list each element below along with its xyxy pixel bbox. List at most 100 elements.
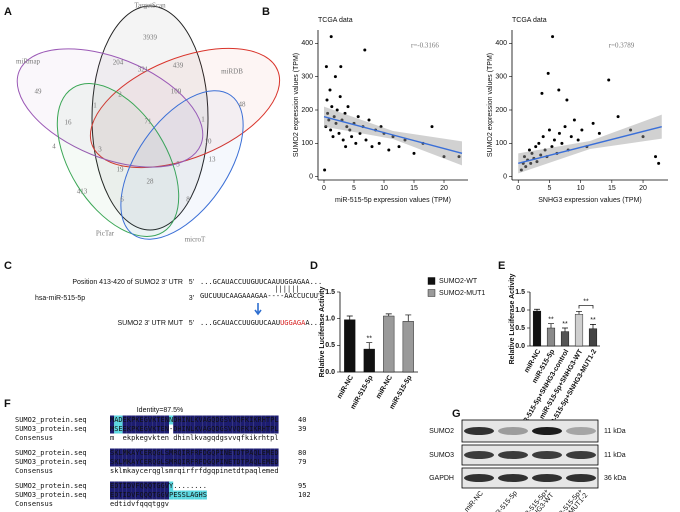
residue-shade	[147, 490, 153, 500]
residue-shade	[131, 490, 136, 500]
set-label: PicTar	[96, 230, 115, 238]
confidence-band	[324, 106, 462, 166]
region-count: 3	[98, 146, 102, 154]
residue-shade	[114, 448, 119, 458]
point	[412, 151, 416, 155]
point	[442, 155, 446, 159]
residue-shade	[202, 457, 207, 467]
panel-label: E	[498, 260, 505, 272]
consensus-name: Consensus	[15, 434, 53, 442]
x-tick-label: 15	[608, 185, 616, 192]
point	[629, 128, 633, 132]
residue-shade	[223, 448, 228, 458]
residue-end: 39	[298, 425, 306, 433]
set-label: miRDB	[221, 68, 243, 76]
residue-shade	[190, 457, 195, 467]
residue-shade	[274, 448, 279, 458]
residue-shade	[185, 457, 191, 467]
residue-shade	[110, 490, 115, 500]
residue-shade	[219, 448, 224, 458]
consensus-name: Consensus	[15, 500, 53, 508]
bar	[344, 319, 356, 373]
residue-shade	[265, 448, 271, 458]
panel-label: F	[4, 398, 11, 410]
region-count: 48	[239, 101, 247, 109]
residue-shade	[173, 457, 178, 467]
y-axis-label: Relative Luciferase Activity	[319, 287, 326, 378]
residue-shade	[261, 415, 266, 425]
point	[616, 115, 620, 119]
error-bar	[405, 314, 412, 322]
residue-shade	[244, 448, 250, 458]
point	[657, 161, 661, 165]
residue-shade	[181, 415, 186, 425]
residue-shade	[118, 490, 123, 500]
y-axis-label: SUMO2 expression values (TPM)	[487, 53, 494, 157]
sequence-name: SUMO2_protein.seq	[15, 449, 87, 457]
residue-shade	[160, 448, 165, 458]
sequence-name: SUMO2_protein.seq	[15, 416, 87, 424]
point	[328, 88, 332, 92]
residue-shade	[143, 457, 148, 467]
residue-shade	[219, 415, 224, 425]
residue-shade	[240, 415, 245, 425]
residue-shade	[219, 457, 224, 467]
residue-shade	[173, 490, 178, 500]
comparison-label: **	[583, 298, 589, 305]
residue-shade	[198, 415, 203, 425]
point	[524, 165, 528, 169]
set-label: TargetScan	[134, 2, 166, 10]
residue-shade	[206, 448, 212, 458]
region-count: 49	[35, 88, 43, 96]
pairing: ||||||	[274, 285, 299, 293]
legend-swatch	[427, 289, 436, 297]
sequence: ...GCAUACCUUGUUCAAUUGGAGAA...	[200, 278, 322, 286]
residue-shade	[152, 481, 157, 491]
residue-shade	[227, 415, 233, 425]
point	[367, 118, 371, 122]
point	[364, 138, 368, 142]
sequence: SKLMKAYCERQGLSMRQIRFRFDGQPINETDTPAQLEMED	[110, 449, 279, 457]
point	[350, 135, 354, 139]
y-tick-label: 400	[301, 40, 313, 47]
residue-shade	[274, 457, 279, 467]
residue-shade	[257, 448, 262, 458]
residue-end: 80	[298, 449, 306, 457]
residue-shade	[240, 424, 245, 434]
error-bar	[548, 323, 554, 328]
residue-shade	[211, 424, 216, 434]
strand-end: 3'	[189, 295, 194, 302]
y-tick-label: 0	[309, 174, 313, 181]
residue-shade	[240, 448, 245, 458]
residue-shade	[194, 457, 199, 467]
residue-shade	[236, 415, 241, 425]
residue-shade	[185, 448, 191, 458]
blot-strip	[461, 444, 599, 466]
residue-shade	[110, 448, 115, 458]
point	[534, 145, 538, 149]
residue-shade	[160, 490, 165, 500]
alignment-title: Identity=87.5%	[137, 407, 184, 414]
residue-shade	[164, 457, 169, 467]
residue-shade	[110, 415, 115, 425]
residue-shade	[232, 457, 237, 467]
significance: **	[548, 317, 554, 324]
residue-shade	[265, 415, 271, 425]
point	[557, 88, 561, 92]
trend-line	[518, 125, 662, 165]
point	[397, 145, 401, 149]
residue-shade	[118, 481, 123, 491]
set-ellipse	[120, 90, 244, 240]
residue-shade	[122, 448, 127, 458]
point	[552, 138, 556, 142]
point	[547, 128, 551, 132]
residue-shade	[232, 415, 237, 425]
residue-shade	[156, 415, 161, 425]
residue-shade	[139, 448, 144, 458]
residue-shade	[177, 415, 182, 425]
point	[324, 125, 328, 129]
residue-shade	[190, 490, 195, 500]
residue-shade	[194, 415, 199, 425]
residue-shade	[206, 457, 212, 467]
